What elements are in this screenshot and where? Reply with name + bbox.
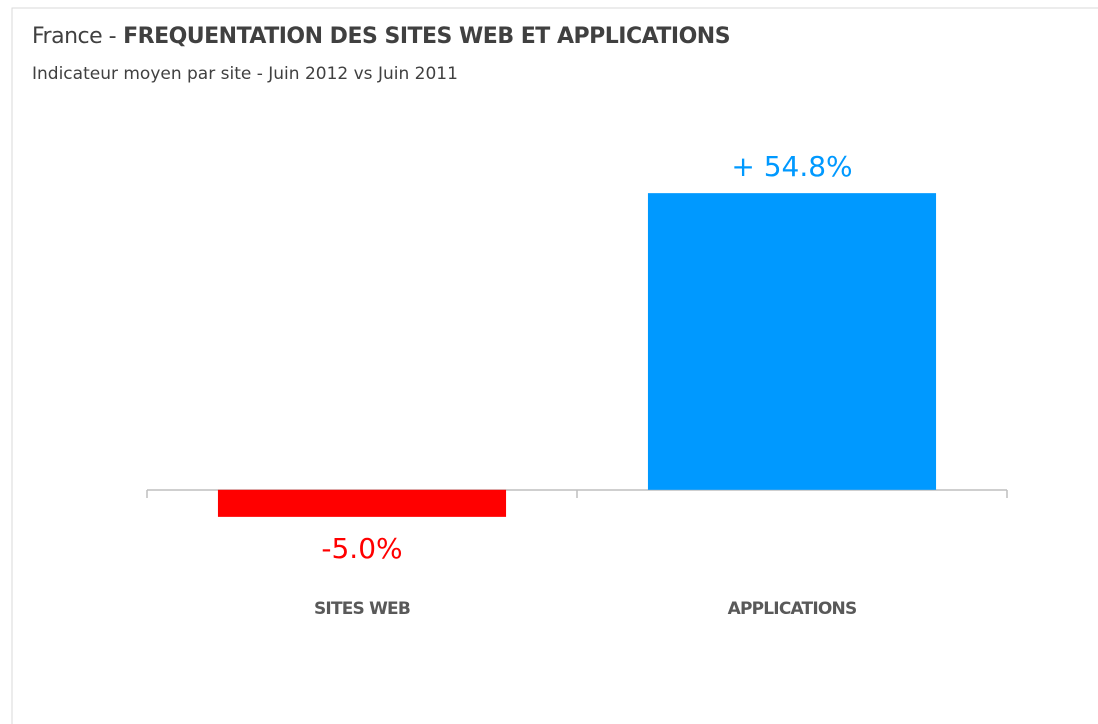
value-label: + 54.8% [731,150,852,183]
chart-title: France - FREQUENTATION DES SITES WEB ET A… [32,24,730,49]
x-tick-label: SITES WEB [314,599,410,619]
title-prefix: France - [32,24,116,49]
x-tick-label: APPLICATIONS [728,599,857,619]
value-label: -5.0% [321,532,402,565]
title-main: FREQUENTATION DES SITES WEB ET APPLICATI… [123,24,730,49]
chart-subtitle: Indicateur moyen par site - Juin 2012 vs… [32,64,458,84]
bar [647,193,937,490]
bar [217,489,507,517]
